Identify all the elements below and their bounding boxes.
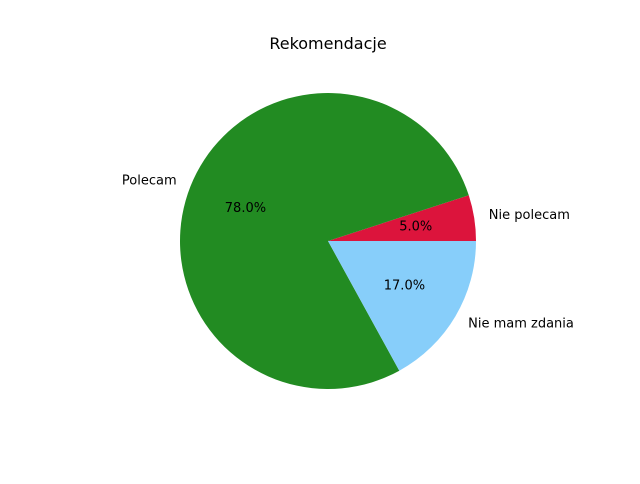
pie-labels: Nie polecam 5.0% Polecam 78.0% Nie mam zdani… bbox=[122, 174, 574, 332]
pie-slices bbox=[180, 92, 476, 389]
pie-slice-nie-polecam bbox=[328, 195, 476, 241]
slice-label: Nie mam zdania bbox=[468, 316, 574, 331]
slice-label: Polecam bbox=[122, 174, 177, 189]
pie-slice-nie-mam-zdania bbox=[328, 241, 476, 371]
slice-percent-label: 5.0% bbox=[399, 220, 432, 235]
chart-title: Rekomendacje bbox=[269, 34, 386, 53]
slice-label: Nie polecam bbox=[489, 208, 570, 223]
slice-percent-label: 78.0% bbox=[225, 201, 266, 216]
slice-percent-label: 17.0% bbox=[384, 279, 425, 294]
pie-slice-polecam bbox=[180, 92, 469, 389]
